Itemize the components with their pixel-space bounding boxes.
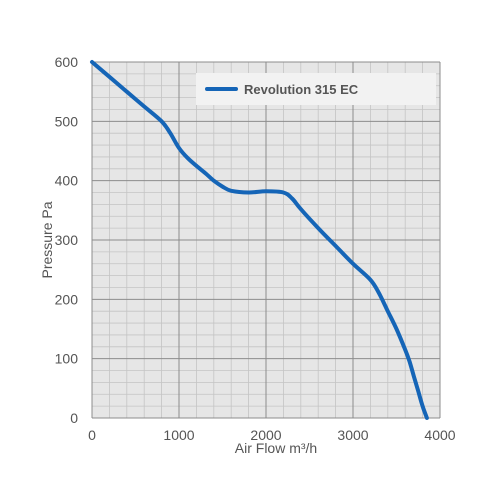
series-layer (90, 60, 429, 420)
x-axis-label: Air Flow m³/h (235, 440, 317, 456)
y-tick-label: 100 (55, 351, 79, 367)
y-tick-label: 300 (55, 232, 79, 248)
y-tick-label: 200 (55, 291, 79, 307)
y-axis-label: Pressure Pa (39, 201, 55, 278)
major-grid (91, 61, 441, 419)
legend-label: Revolution 315 EC (244, 82, 359, 97)
legend: Revolution 315 EC (196, 73, 436, 105)
x-tick-label: 4000 (424, 427, 455, 443)
series-line (90, 60, 429, 420)
x-tick-label: 3000 (337, 427, 368, 443)
y-tick-label: 400 (55, 173, 79, 189)
y-tick-label: 600 (55, 54, 79, 70)
y-tick-label: 500 (55, 113, 79, 129)
y-tick-label: 0 (70, 410, 78, 426)
y-tick-labels: 0 100 200 300 400 500 600 (55, 54, 79, 426)
x-tick-labels: 0 1000 2000 3000 4000 (88, 427, 456, 443)
x-tick-label: 0 (88, 427, 96, 443)
x-tick-label: 1000 (163, 427, 194, 443)
x-tick-label: 2000 (250, 427, 281, 443)
